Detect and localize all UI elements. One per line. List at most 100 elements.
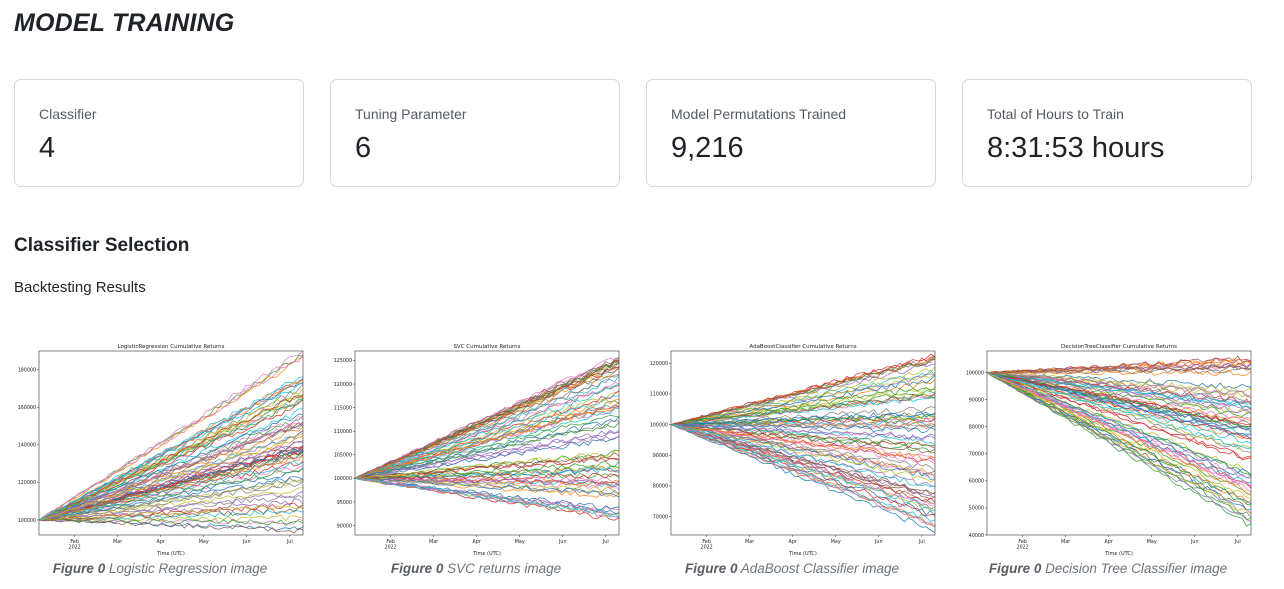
series-line	[670, 411, 936, 426]
series-line	[670, 353, 936, 425]
series-line	[670, 424, 936, 512]
chart-adaboost: AdaBoostClassifier Cumulative Returns 700…	[650, 344, 936, 557]
series-line	[986, 372, 1252, 527]
series-line	[354, 381, 620, 479]
series-line	[354, 477, 620, 495]
series-line	[670, 424, 936, 488]
x-axis-label: Time (UTC)	[788, 551, 817, 557]
series-line	[986, 372, 1252, 398]
x-tick-label: May	[831, 539, 841, 545]
series-line	[986, 372, 1252, 499]
stat-card-permutations: Model Permutations Trained 9,216	[646, 79, 936, 187]
x-tick-label: May	[199, 539, 209, 545]
series-line	[986, 372, 1252, 450]
section-subtitle: Backtesting Results	[14, 279, 146, 296]
stat-card-hours-to-train: Total of Hours to Train 8:31:53 hours	[962, 79, 1252, 187]
series-line	[670, 359, 936, 425]
stat-card-classifier: Classifier 4	[14, 79, 304, 187]
series-line	[670, 424, 936, 522]
series-line	[38, 400, 304, 521]
stat-card-tuning-parameter: Tuning Parameter 6	[330, 79, 620, 187]
series-line	[38, 504, 304, 521]
x-tick-label: Feb	[386, 539, 395, 545]
y-tick-label: 40000	[969, 533, 984, 539]
series-line	[354, 359, 620, 479]
chart-svc: SVC Cumulative Returns 90000 95000 100000 10…	[334, 344, 620, 557]
x-tick-label: Jun	[1190, 539, 1199, 545]
series-line	[38, 394, 304, 521]
figure-decision-tree: DecisionTreeClassifier Cumulative Return…	[958, 340, 1258, 580]
y-tick-label: 120000	[18, 480, 36, 486]
figure-caption-text: Logistic Regression image	[108, 561, 268, 576]
y-tick-label: 95000	[337, 500, 352, 506]
series-line	[986, 372, 1252, 479]
figure-number: Figure 0	[684, 561, 738, 576]
figure-caption: Figure 0 AdaBoost Classifier image	[642, 561, 942, 576]
series-lines	[670, 353, 936, 533]
y-tick-label: 160000	[18, 405, 36, 411]
stat-label: Tuning Parameter	[355, 106, 467, 122]
series-line	[670, 394, 936, 425]
figure-adaboost: AdaBoostClassifier Cumulative Returns 700…	[642, 340, 942, 580]
series-line	[354, 478, 620, 518]
series-line	[38, 376, 304, 521]
series-line	[354, 478, 620, 519]
series-line	[38, 454, 304, 521]
series-line	[354, 477, 620, 511]
series-line	[670, 424, 936, 488]
series-line	[986, 372, 1252, 426]
series-line	[670, 424, 936, 483]
x-tick-label: Apr	[1105, 539, 1113, 545]
series-lines	[354, 356, 620, 521]
y-tick-label: 140000	[18, 443, 36, 449]
stat-value: 9,216	[671, 132, 744, 164]
figure-caption: Figure 0 SVC returns image	[326, 561, 626, 576]
series-line	[354, 477, 620, 498]
series-line	[38, 413, 304, 521]
figure-caption-text: Decision Tree Classifier image	[1045, 561, 1228, 576]
chart-title: SVC Cumulative Returns	[453, 344, 520, 350]
x-tick-label: Apr	[157, 539, 165, 545]
series-line	[38, 415, 304, 521]
y-tick-label: 110000	[650, 392, 668, 398]
series-line	[354, 416, 620, 479]
y-tick-label: 125000	[334, 358, 352, 364]
y-tick-label: 90000	[653, 453, 668, 459]
x-axis-label: Time (UTC)	[156, 551, 185, 557]
series-line	[670, 366, 936, 425]
page-title: MODEL TRAINING	[14, 9, 235, 37]
x-tick-label: Jul	[286, 539, 293, 545]
series-line	[354, 368, 620, 479]
y-tick-label: 105000	[334, 453, 352, 459]
series-line	[38, 468, 304, 521]
series-line	[38, 477, 304, 521]
y-tick-label: 50000	[969, 506, 984, 512]
x-tick-label: 2022	[701, 545, 713, 551]
stat-label: Classifier	[39, 106, 97, 122]
series-line	[38, 460, 304, 521]
series-line	[354, 477, 620, 498]
series-line	[354, 435, 620, 479]
series-line	[354, 478, 620, 513]
series-line	[986, 372, 1252, 436]
series-line	[986, 372, 1252, 511]
series-line	[354, 466, 620, 480]
x-tick-label: Feb	[702, 539, 711, 545]
chart-title: DecisionTreeClassifier Cumulative Return…	[1061, 344, 1177, 350]
series-line	[986, 372, 1252, 487]
series-line	[354, 362, 620, 479]
x-tick-label: Jun	[874, 539, 883, 545]
series-line	[986, 372, 1252, 449]
series-line	[354, 477, 620, 488]
x-tick-label: Jun	[242, 539, 251, 545]
stat-value: 8:31:53 hours	[987, 132, 1165, 164]
series-line	[670, 423, 936, 440]
series-line	[986, 364, 1252, 374]
y-tick-label: 90000	[969, 398, 984, 404]
series-line	[38, 430, 304, 521]
series-line	[986, 372, 1252, 475]
series-line	[38, 432, 304, 521]
y-tick-label: 100000	[966, 370, 984, 376]
series-line	[38, 491, 304, 521]
series-line	[354, 456, 620, 479]
